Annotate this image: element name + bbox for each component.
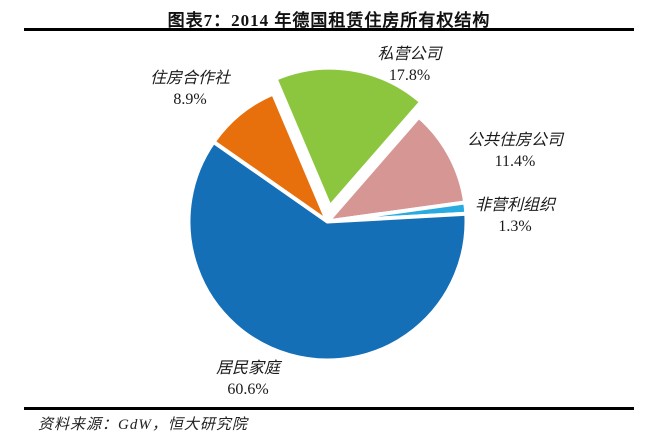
slice-label-public-housing-company: 公共住房公司 11.4%	[445, 130, 585, 172]
slice-label-resident-household: 居民家庭 60.6%	[183, 358, 313, 400]
slice-value: 60.6%	[227, 381, 269, 398]
slice-name: 住房合作社	[149, 70, 230, 87]
slice-name: 公共住房公司	[466, 132, 563, 149]
slice-value: 17.8%	[388, 67, 431, 84]
slice-name: 居民家庭	[215, 360, 280, 377]
pie-slice-private-company	[273, 65, 424, 209]
chart-title: 图表7：2014 年德国租赁住房所有权结构	[167, 11, 491, 30]
pie-slice-housing-cooperative	[211, 91, 330, 224]
top-rule	[24, 28, 634, 31]
slice-name: 私营公司	[377, 46, 442, 63]
slice-label-housing-cooperative: 住房合作社 8.9%	[125, 68, 255, 110]
pie-slice-public-housing-company	[325, 114, 468, 224]
slice-label-non-profit: 非营利组织 1.3%	[450, 195, 580, 237]
pie-slice-resident-household	[186, 139, 469, 363]
slice-value: 11.4%	[494, 153, 536, 170]
slice-name: 非营利组织	[474, 197, 555, 214]
source-note: 资料来源：GdW，恒大研究院	[38, 417, 248, 433]
slice-value: 1.3%	[498, 218, 532, 235]
slice-label-private-company: 私营公司 17.8%	[337, 44, 482, 86]
bottom-rule	[24, 407, 634, 410]
slice-value: 8.9%	[173, 91, 207, 108]
